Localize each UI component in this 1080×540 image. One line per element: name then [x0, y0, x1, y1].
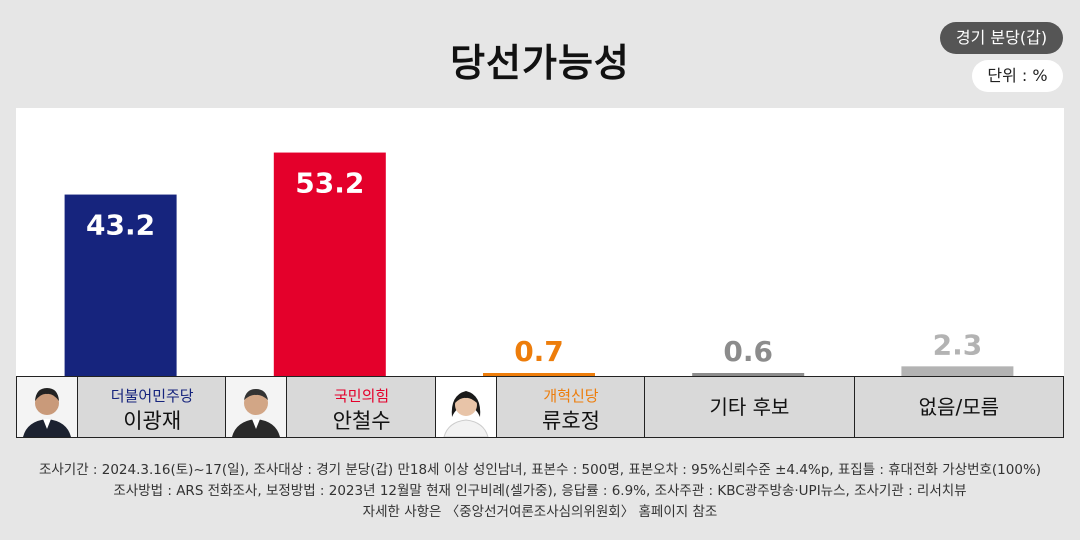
candidate-photo-icon	[435, 377, 497, 437]
candidate-row: 더불어민주당 이광재 국민의힘 안철수 개혁신당 류호정	[16, 376, 1064, 438]
bar-5	[901, 366, 1014, 376]
category-label: 기타 후보	[709, 395, 790, 419]
party-label: 더불어민주당	[110, 387, 194, 405]
candidate-cell-3: 개혁신당 류호정	[435, 377, 646, 437]
none-unknown-cell: 없음/모름	[855, 377, 1063, 437]
candidate-photo-icon	[226, 377, 288, 437]
survey-footnote: 조사기간 : 2024.3.16(토)~17(일), 조사대상 : 경기 분당(…	[0, 460, 1080, 523]
other-candidates-cell: 기타 후보	[645, 377, 855, 437]
bar-4	[692, 373, 805, 376]
candidate-cell-1: 더불어민주당 이광재	[17, 377, 227, 437]
chart-title: 당선가능성	[450, 41, 630, 85]
bar-value-label-2: 53.2	[295, 167, 364, 200]
party-label: 국민의힘	[334, 387, 390, 405]
bar-value-label-5: 2.3	[933, 328, 983, 361]
footnote-line: 조사기간 : 2024.3.16(토)~17(일), 조사대상 : 경기 분당(…	[38, 462, 1042, 478]
footnote-line: 자세한 사항은 〈중앙선거여론조사심의위원회〉 홈페이지 참조	[362, 504, 718, 520]
candidate-name: 이광재	[123, 409, 182, 433]
category-label: 없음/모름	[918, 395, 999, 419]
bar-3	[483, 373, 595, 376]
candidate-name: 류호정	[542, 409, 600, 433]
bar-value-label-3: 0.7	[514, 335, 564, 368]
footnote-line: 조사방법 : ARS 전화조사, 보정방법 : 2023년 12월말 현재 인구…	[113, 483, 967, 499]
bar-1	[64, 194, 177, 376]
bar-value-label-4: 0.6	[723, 335, 773, 368]
unit-badge: 단위 : %	[972, 60, 1063, 92]
party-label: 개혁신당	[543, 387, 599, 405]
candidate-photo-icon	[17, 377, 78, 437]
bar-value-label-1: 43.2	[86, 209, 155, 242]
region-badge: 경기 분당(갑)	[940, 22, 1063, 54]
bar-2	[273, 152, 386, 376]
candidate-cell-2: 국민의힘 안철수	[226, 377, 436, 437]
bar-chart: 43.2 53.2 0.7 0.6 2.3	[64, 152, 1014, 376]
candidate-name: 안철수	[332, 409, 391, 433]
